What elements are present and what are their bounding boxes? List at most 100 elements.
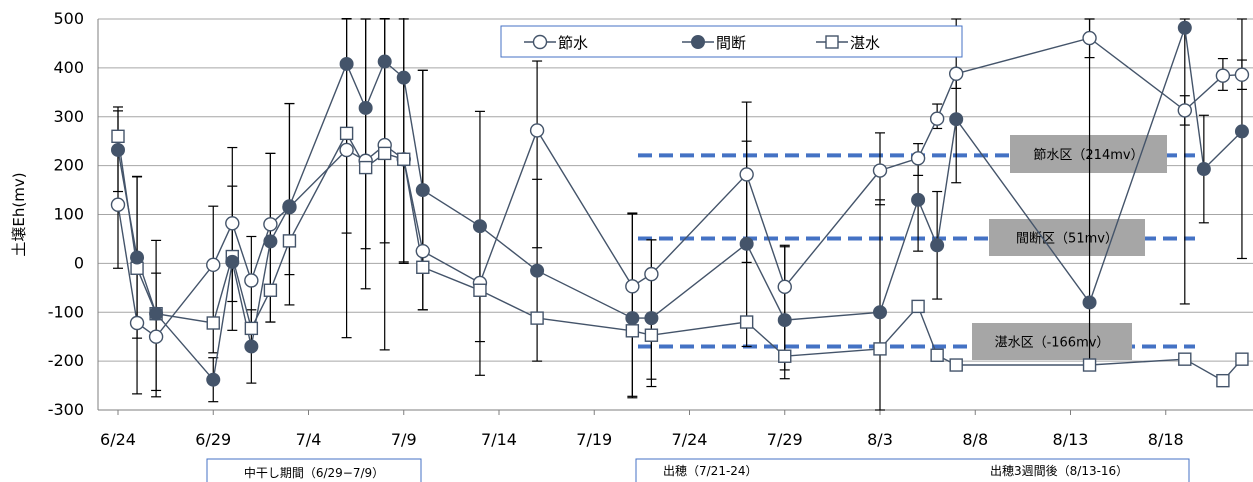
- data-point: [377, 54, 392, 69]
- data-point: [910, 151, 926, 166]
- data-point: [397, 152, 411, 166]
- grid-lines: [98, 18, 1253, 411]
- legend-marker: [691, 35, 705, 49]
- data-point: [415, 243, 430, 259]
- legend-label: 節水: [558, 34, 588, 52]
- data-point: [244, 273, 259, 288]
- data-point: [644, 311, 659, 326]
- y-tick-label: -200: [48, 351, 84, 370]
- data-point: [110, 197, 126, 212]
- data-point: [530, 263, 545, 278]
- reference-label: 湛水区（-166mv）: [995, 336, 1110, 351]
- data-point: [1177, 20, 1192, 35]
- data-point: [206, 372, 221, 387]
- data-point: [739, 167, 754, 182]
- reference-label-box: [972, 323, 1132, 360]
- data-point: [625, 324, 640, 338]
- data-point: [872, 163, 888, 178]
- annotation-label: 出穂（7/21-24）: [663, 464, 758, 478]
- y-tick-label: -100: [48, 302, 84, 321]
- data-point: [148, 329, 164, 344]
- data-point: [644, 266, 659, 282]
- y-axis-label: 土壌Eh(mv): [10, 172, 28, 256]
- data-point: [378, 146, 392, 161]
- data-point: [1196, 162, 1211, 177]
- y-tick-label: 0: [74, 253, 84, 272]
- data-point: [911, 192, 926, 207]
- data-point: [929, 111, 945, 126]
- data-point: [1235, 352, 1249, 366]
- data-point: [873, 342, 887, 356]
- reference-label-box: [989, 219, 1145, 256]
- data-point: [149, 306, 164, 321]
- data-point: [778, 349, 792, 363]
- data-point: [739, 236, 754, 251]
- x-tick-label: 7/24: [672, 430, 708, 449]
- data-point: [930, 348, 944, 362]
- data-point: [111, 142, 125, 157]
- legend-marker: [532, 34, 548, 50]
- series-line-節水: [117, 37, 1243, 338]
- x-tick-label: 8/18: [1148, 430, 1184, 449]
- x-tick-label: 8/3: [867, 430, 893, 449]
- legend-label: 湛水: [850, 34, 880, 52]
- annotation-label: 出穂3週間後（8/13-16）: [990, 464, 1128, 478]
- data-point: [473, 283, 487, 297]
- data-point: [930, 238, 945, 253]
- legend-marker: [825, 35, 839, 49]
- series-group: [110, 18, 1250, 411]
- data-point: [263, 217, 278, 232]
- legend-box: [500, 25, 963, 58]
- data-point: [1215, 68, 1231, 83]
- data-point: [911, 299, 925, 314]
- data-point: [339, 56, 354, 71]
- x-tick-label: 7/19: [576, 430, 612, 449]
- data-point: [1082, 295, 1097, 310]
- annotation-boxes: 中干し期間（6/29−7/9） 出穂（7/21-24） 出穂3週間後（8/13-16…: [206, 458, 1190, 482]
- data-point: [282, 199, 297, 214]
- data-point: [225, 254, 240, 269]
- data-point: [206, 316, 220, 330]
- data-point: [358, 100, 373, 115]
- reference-label: 間断区（51mv）: [1016, 232, 1118, 247]
- reference-lines: 節水区（214mv） 間断区（51mv） 湛水区（-166mv）: [638, 135, 1195, 360]
- legend-label: 間断: [716, 34, 746, 52]
- data-point: [1234, 124, 1249, 139]
- data-point: [130, 250, 145, 265]
- data-point: [111, 129, 125, 144]
- y-tick-label: 300: [53, 107, 84, 126]
- x-tick-label: 7/9: [391, 430, 417, 449]
- data-point: [263, 283, 278, 297]
- error-bars: [113, 18, 1247, 411]
- y-tick-labels: -300 -200 -100 0 100 200 300 400 500: [48, 9, 84, 419]
- data-point: [625, 279, 640, 294]
- y-tick-label: -300: [48, 400, 84, 419]
- data-point: [244, 339, 259, 354]
- x-tick-label: 7/29: [767, 430, 803, 449]
- data-point: [1082, 358, 1097, 372]
- data-point: [1178, 352, 1192, 366]
- x-tick-label: 6/29: [195, 430, 231, 449]
- data-point: [777, 279, 792, 295]
- data-point: [339, 126, 354, 141]
- x-tick-label: 8/13: [1053, 430, 1089, 449]
- data-point: [396, 70, 411, 85]
- y-tick-label: 400: [53, 58, 84, 77]
- data-point: [644, 328, 659, 342]
- annotation-box: [635, 458, 1190, 482]
- data-point: [415, 183, 430, 198]
- legend: 節水 間断 湛水: [500, 25, 963, 58]
- y-tick-label: 200: [53, 156, 84, 175]
- data-point: [529, 123, 545, 138]
- x-tick-label: 7/14: [481, 430, 517, 449]
- data-point: [244, 321, 259, 336]
- data-point: [206, 257, 221, 273]
- data-point: [1177, 103, 1193, 118]
- data-point: [339, 142, 354, 158]
- data-point: [282, 234, 297, 248]
- axes: [97, 19, 1253, 415]
- data-point: [625, 311, 640, 326]
- reference-label: 節水区（214mv）: [1033, 148, 1143, 163]
- data-point: [416, 260, 430, 274]
- data-point: [530, 311, 544, 325]
